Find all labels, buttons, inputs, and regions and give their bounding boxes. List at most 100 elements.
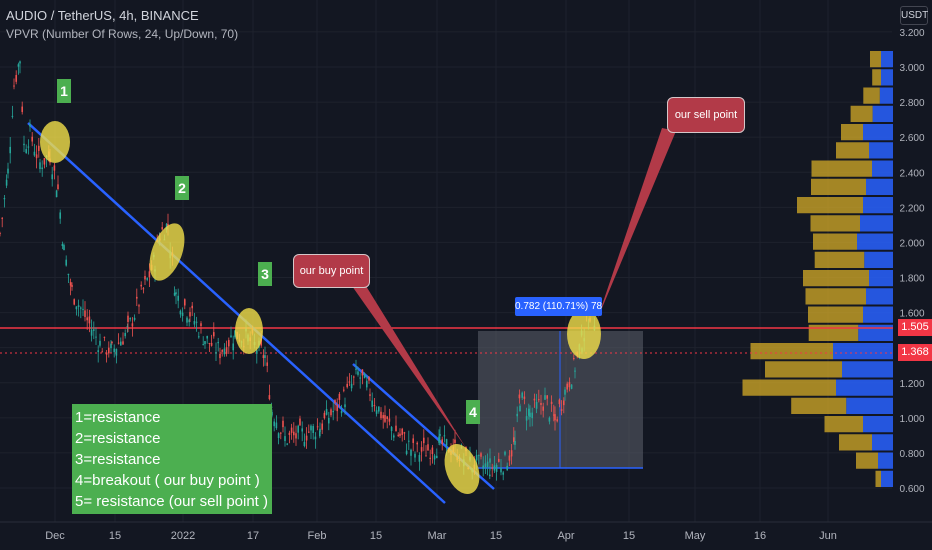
candle-body (71, 285, 73, 287)
price-tick-label: 3.000 (899, 63, 924, 74)
candle-body (375, 410, 378, 414)
vp-bar-down (808, 324, 859, 341)
legend-line: 3=resistance (75, 451, 161, 468)
price-tick-label: 1.800 (899, 274, 924, 285)
candle-body (325, 408, 328, 415)
candle-body (133, 317, 136, 320)
candle-body (423, 437, 425, 444)
badge-4: 4 (466, 400, 480, 424)
candle-body (11, 115, 14, 117)
candle-body (111, 341, 113, 343)
candle-body (3, 197, 6, 200)
candle-body (286, 443, 288, 445)
candle-body (393, 435, 395, 438)
candle-body (384, 415, 386, 422)
candle-body (138, 305, 140, 307)
price-tick-label: 1.600 (899, 309, 924, 320)
resistance-line (0, 327, 893, 354)
buy-point-callout[interactable]: our buy point (293, 254, 370, 288)
symbol-title[interactable]: AUDIO / TetherUS, 4h, BINANCE (6, 8, 199, 23)
candle-body (529, 412, 531, 418)
candle-body (57, 184, 59, 190)
vp-bar-down (803, 270, 869, 287)
candle-body (288, 432, 291, 435)
candle-body (175, 292, 177, 295)
candle-body (110, 343, 112, 349)
candle-body (544, 395, 546, 400)
candle-body (108, 347, 110, 354)
candle-body (521, 392, 523, 398)
candle-body (51, 174, 53, 180)
candle-body (148, 271, 151, 278)
measure-label: 0.782 (110.71%) 782 (515, 297, 602, 316)
candle-body (519, 405, 521, 412)
candle-body (25, 149, 27, 153)
vp-bar-down (813, 233, 857, 250)
candle-body (368, 376, 370, 381)
candle-body (273, 421, 275, 427)
candle-body (88, 316, 91, 324)
time-tick-label: May (685, 530, 706, 542)
vp-bar-up (836, 379, 893, 396)
candle-body (232, 343, 234, 351)
candle-body (319, 431, 321, 437)
candle-body (35, 154, 38, 159)
annotation-legend[interactable]: 1=resistance 2=resistance 3=resistance 4… (72, 404, 272, 514)
candle-body (563, 400, 565, 406)
price-tick-label: 3.200 (899, 28, 924, 39)
candle-body (308, 431, 310, 433)
price-range-shade (478, 331, 643, 469)
candle-body (573, 357, 575, 359)
currency-button[interactable]: USDT (900, 6, 928, 25)
vp-bar-down (814, 251, 865, 268)
candle-body (173, 292, 176, 296)
vp-bar-up (866, 288, 893, 305)
candle-body (200, 323, 202, 326)
candle-body (303, 441, 306, 446)
candle-body (568, 382, 571, 388)
vp-bar-down (791, 397, 847, 414)
sell-point-callout[interactable]: our sell point (667, 97, 745, 133)
candle-body (514, 440, 516, 445)
candle-body (436, 455, 438, 459)
candle-body (425, 455, 427, 457)
candle-body (340, 410, 343, 414)
candle-body (350, 383, 353, 389)
candle-body (221, 350, 223, 352)
time-tick-label: Feb (308, 530, 327, 542)
price-tick-label: 1.200 (899, 379, 924, 390)
indicator-label[interactable]: VPVR (Number Of Rows, 24, Up/Down, 70) (6, 27, 239, 41)
candle-body (390, 427, 393, 431)
candle-body (105, 352, 108, 355)
candle-body (113, 348, 115, 353)
candle-body (86, 317, 88, 321)
candle-body (388, 418, 391, 422)
vp-bar-down (870, 51, 881, 68)
candle-body (443, 435, 446, 437)
vp-bar-up (864, 251, 893, 268)
candle-body (416, 442, 418, 445)
candle-body (570, 384, 573, 389)
candle-body (297, 425, 299, 433)
candle-body (202, 344, 204, 346)
trendline-main (27, 122, 446, 504)
price-axis-bg (893, 0, 932, 522)
candle-body (38, 145, 40, 151)
candle-body (95, 336, 97, 338)
price-tick-label: 2.800 (899, 98, 924, 109)
vp-bar-up (863, 197, 893, 214)
callout-arrows (352, 128, 676, 448)
candle-body (215, 352, 217, 354)
candle-body (59, 212, 61, 219)
candle-body (531, 412, 533, 419)
time-tick-label: 2022 (171, 530, 195, 542)
candle-body (556, 419, 558, 422)
price-tick-label: 2.600 (899, 133, 924, 144)
candle-body (500, 467, 502, 473)
candle-body (401, 428, 403, 435)
candle-body (140, 284, 142, 287)
candle-body (378, 406, 380, 412)
candle-body (566, 383, 568, 390)
candle-body (234, 330, 236, 338)
candle-body (441, 439, 443, 445)
